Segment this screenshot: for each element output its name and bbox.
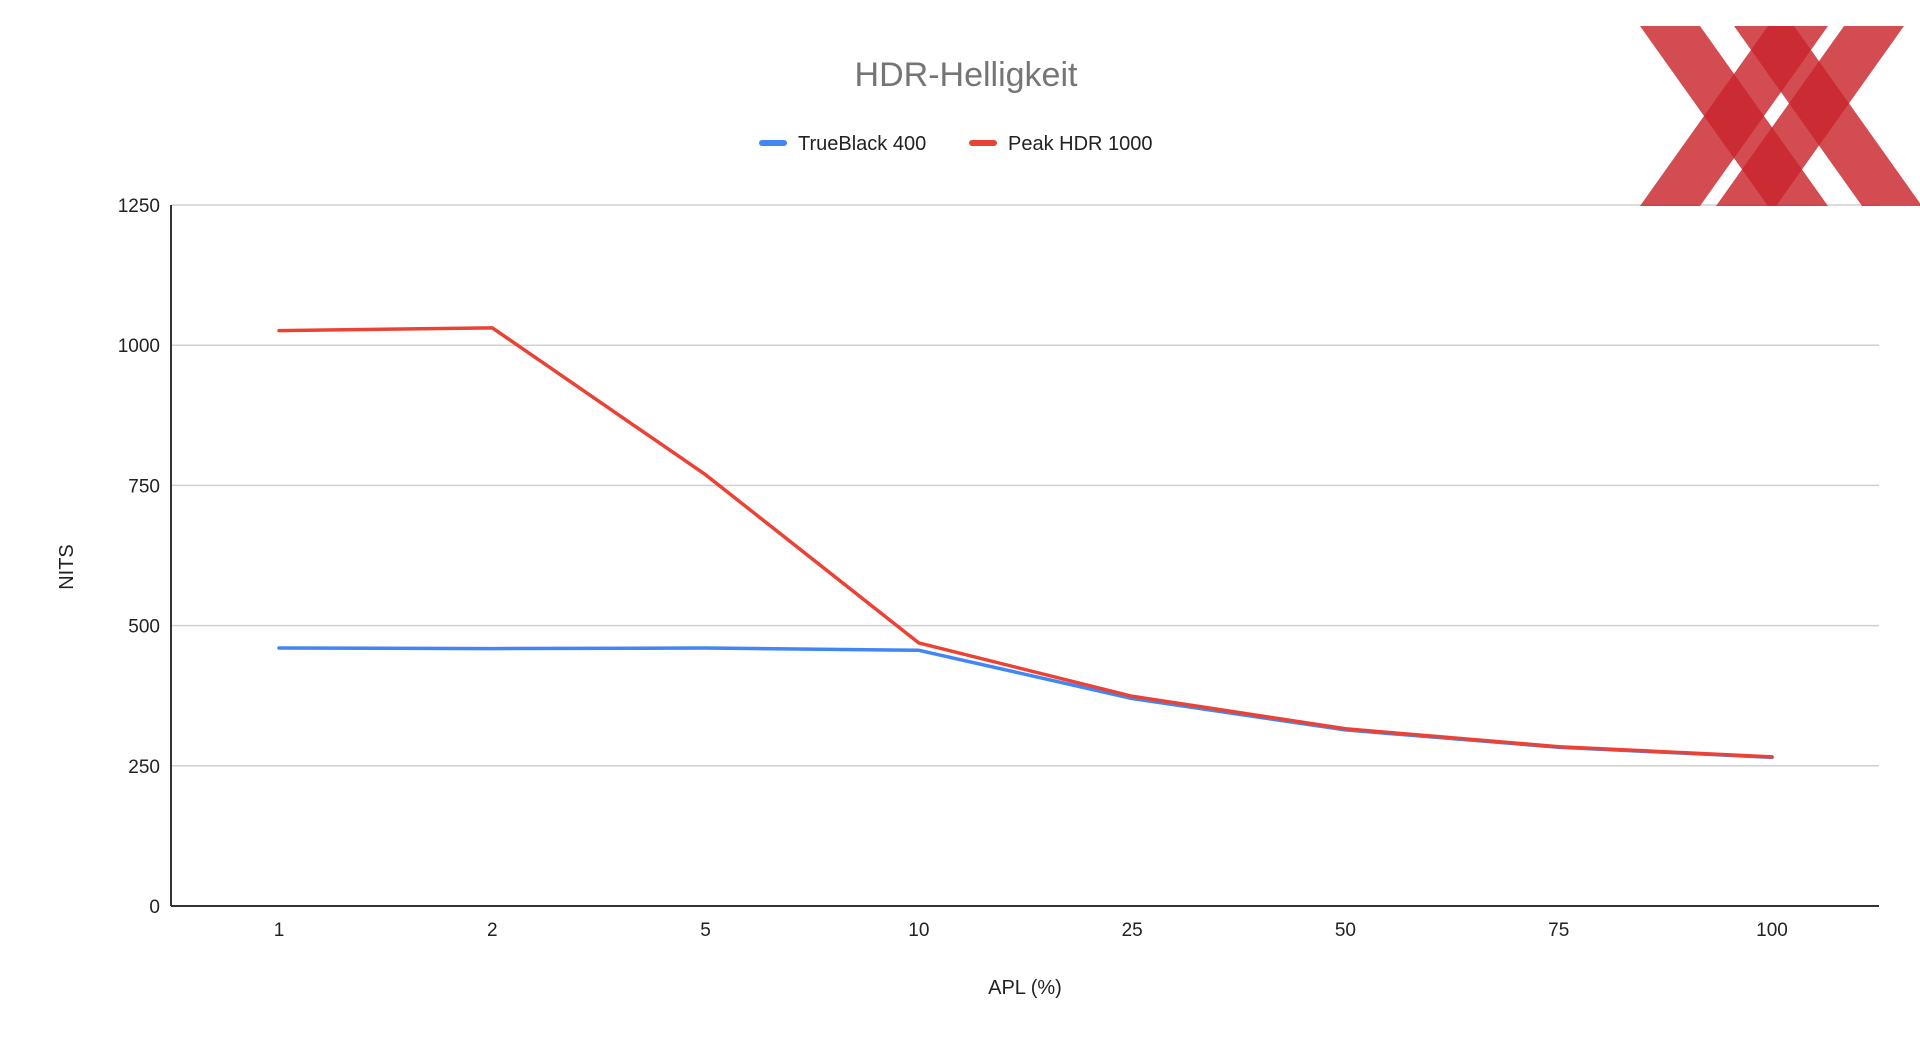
x-tick-label: 5 xyxy=(700,920,711,941)
y-tick-label: 0 xyxy=(149,897,160,918)
legend-label: Peak HDR 1000 xyxy=(1008,133,1153,155)
x-tick-label: 10 xyxy=(908,920,929,941)
x-tick-label: 75 xyxy=(1548,920,1569,941)
y-tick-label: 750 xyxy=(128,476,160,497)
chart-title: HDR-Helligkeit xyxy=(855,56,1078,94)
y-axis-label: NITS xyxy=(56,544,78,590)
x-tick-label: 2 xyxy=(487,920,498,941)
x-tick-label: 50 xyxy=(1335,920,1356,941)
legend-label: TrueBlack 400 xyxy=(798,133,926,155)
y-tick-label: 250 xyxy=(128,757,160,778)
x-tick-label: 25 xyxy=(1122,920,1143,941)
x-tick-label: 100 xyxy=(1756,920,1788,941)
x-axis-label: APL (%) xyxy=(988,977,1062,999)
y-tick-label: 1250 xyxy=(118,196,160,217)
x-tick-label: 1 xyxy=(274,920,285,941)
y-tick-label: 500 xyxy=(128,617,160,638)
y-tick-label: 1000 xyxy=(118,336,160,357)
